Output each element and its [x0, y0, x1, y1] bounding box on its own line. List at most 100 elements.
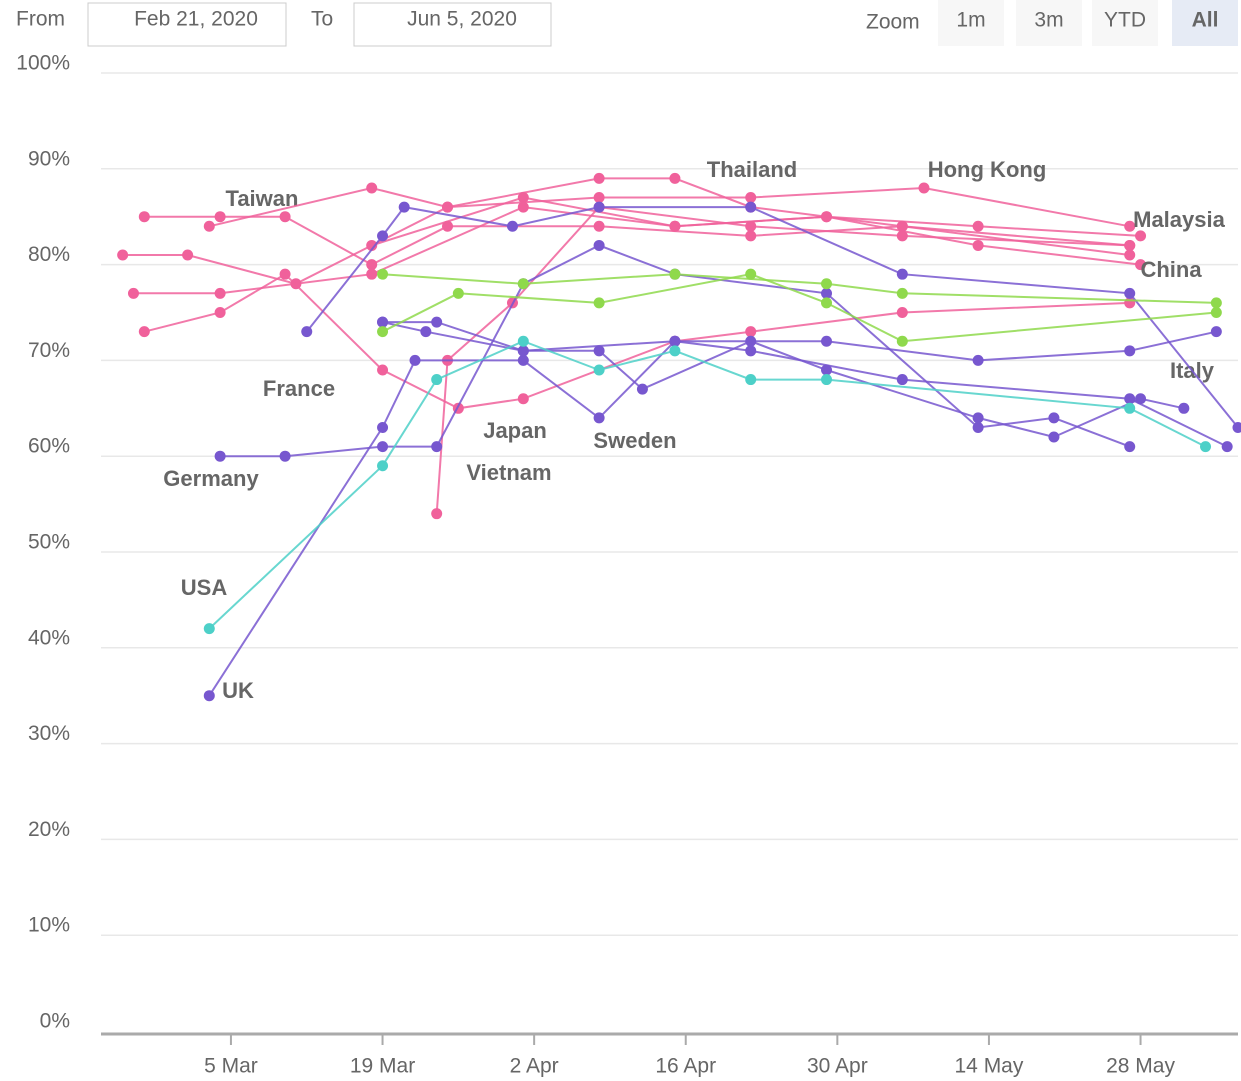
data-point [1221, 441, 1233, 453]
data-point [821, 297, 833, 309]
series-label: Hong Kong [928, 157, 1047, 182]
data-point [896, 335, 908, 347]
data-point [1124, 239, 1136, 251]
data-point [279, 450, 291, 462]
data-point [1124, 345, 1136, 357]
data-point [517, 192, 529, 204]
data-point [918, 182, 930, 194]
zoom-button-label[interactable]: 1m [956, 9, 985, 32]
series-label: Vietnam [466, 460, 551, 485]
data-point [1210, 297, 1222, 309]
data-point [420, 326, 432, 338]
data-point [517, 278, 529, 290]
data-point [821, 287, 833, 299]
data-point [821, 211, 833, 223]
series-label: France [263, 376, 335, 401]
data-point [203, 220, 215, 232]
to-input[interactable] [353, 2, 552, 47]
data-point [745, 220, 757, 232]
y-tick-label: 90% [28, 147, 70, 170]
data-point [279, 211, 291, 223]
y-tick-label: 40% [28, 626, 70, 649]
data-point [1124, 220, 1136, 232]
data-point [442, 201, 454, 213]
data-point [377, 421, 389, 433]
data-point [301, 326, 313, 338]
data-point [972, 412, 984, 424]
data-point [896, 374, 908, 386]
series-label: Germany [163, 466, 259, 491]
data-point [214, 287, 226, 299]
series-line [382, 273, 1217, 304]
data-point [745, 192, 757, 204]
y-tick-label: 10% [28, 914, 70, 937]
data-point [377, 441, 389, 453]
data-point [1210, 326, 1222, 338]
data-point [377, 316, 389, 328]
y-tick-label: 80% [28, 243, 70, 266]
data-point [506, 220, 518, 232]
data-point [972, 220, 984, 232]
zoom-button-label[interactable]: YTD [1104, 9, 1146, 32]
from-value[interactable]: Feb 21, 2020 [134, 8, 258, 31]
data-point [821, 278, 833, 290]
zoom-button-label[interactable]: All [1192, 9, 1219, 32]
zoom-button-label[interactable]: 3m [1034, 9, 1063, 32]
data-point [1232, 421, 1241, 433]
data-point [517, 345, 529, 357]
series-label: USA [181, 575, 228, 600]
series-label: Sweden [593, 428, 676, 453]
data-point [127, 287, 139, 299]
series-label: Malaysia [1133, 207, 1225, 232]
zoom-button[interactable] [1172, 0, 1238, 46]
data-point [442, 220, 454, 232]
data-point [636, 383, 648, 395]
data-point [821, 374, 833, 386]
x-tick-label: 2 Apr [510, 1055, 559, 1078]
data-point [821, 335, 833, 347]
data-point [1124, 287, 1136, 299]
data-point [745, 326, 757, 338]
data-point [1124, 249, 1136, 261]
data-point [593, 239, 605, 251]
x-tick-label: 19 Mar [350, 1055, 415, 1078]
series-label: UK [222, 678, 254, 703]
data-point [593, 345, 605, 357]
data-point [203, 623, 215, 635]
series-label: China [1140, 257, 1202, 282]
series-line [208, 340, 1228, 697]
zoom-button[interactable] [1092, 0, 1158, 46]
y-tick-label: 60% [28, 435, 70, 458]
data-point [669, 172, 681, 184]
data-point [593, 220, 605, 232]
data-point [398, 201, 410, 213]
data-point [1200, 441, 1212, 453]
data-point [517, 393, 529, 405]
from-input[interactable] [87, 2, 287, 47]
data-point [517, 335, 529, 347]
series-label: Taiwan [226, 186, 299, 211]
y-tick-label: 30% [28, 722, 70, 745]
data-point [593, 297, 605, 309]
series-label: Thailand [707, 157, 797, 182]
data-point [896, 307, 908, 318]
y-tick-label: 100% [16, 52, 70, 75]
data-point [896, 220, 908, 232]
to-value[interactable]: Jun 5, 2020 [407, 8, 517, 31]
x-tick-label: 16 Apr [655, 1055, 716, 1078]
zoom-button[interactable] [1016, 0, 1082, 46]
data-point [1124, 441, 1136, 453]
to-label: To [311, 8, 333, 31]
data-point [214, 211, 226, 223]
data-point [377, 364, 389, 376]
y-tick-label: 0% [40, 1010, 70, 1033]
x-tick-label: 28 May [1106, 1055, 1175, 1078]
data-point [669, 335, 681, 347]
data-point [1048, 431, 1060, 443]
data-point [745, 374, 757, 386]
zoom-label: Zoom [866, 11, 920, 34]
data-point [431, 508, 443, 520]
data-point [1135, 230, 1147, 242]
zoom-button[interactable] [938, 0, 1004, 46]
